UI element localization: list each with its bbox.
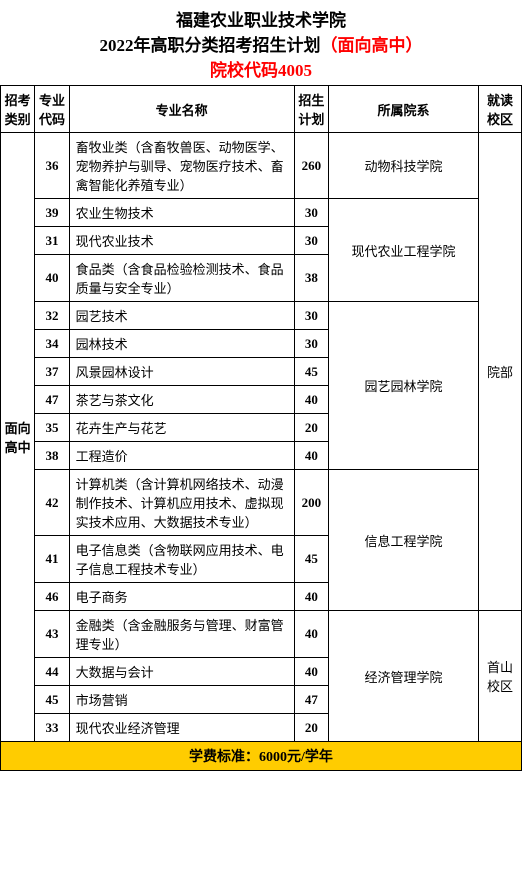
header-line2b: （面向高中） [321, 36, 423, 55]
plan-cell: 30 [294, 302, 328, 330]
major-code-cell: 34 [35, 330, 69, 358]
plan-table: 招考类别 专业代码 专业名称 招生计划 所属院系 就读校区 面向高中36畜牧业类… [0, 85, 522, 742]
footer-fee: 学费标准：6000元/学年 [0, 742, 522, 771]
header-line1: 福建农业职业技术学院 [4, 6, 518, 31]
major-name-cell: 花卉生产与花艺 [69, 414, 294, 442]
plan-cell: 40 [294, 386, 328, 414]
major-code-cell: 40 [35, 255, 69, 302]
col-major-code: 专业代码 [35, 86, 69, 133]
dept-cell: 信息工程学院 [329, 470, 479, 611]
dept-cell: 园艺园林学院 [329, 302, 479, 470]
major-name-cell: 大数据与会计 [69, 658, 294, 686]
col-plan: 招生计划 [294, 86, 328, 133]
table-header-row: 招考类别 专业代码 专业名称 招生计划 所属院系 就读校区 [1, 86, 522, 133]
plan-cell: 20 [294, 414, 328, 442]
plan-cell: 40 [294, 442, 328, 470]
plan-cell: 30 [294, 227, 328, 255]
major-code-cell: 42 [35, 470, 69, 536]
major-code-cell: 45 [35, 686, 69, 714]
major-name-cell: 市场营销 [69, 686, 294, 714]
col-category: 招考类别 [1, 86, 35, 133]
table-row: 42计算机类（含计算机网络技术、动漫制作技术、计算机应用技术、虚拟现实技术应用、… [1, 470, 522, 536]
major-code-cell: 32 [35, 302, 69, 330]
plan-cell: 40 [294, 658, 328, 686]
major-code-cell: 33 [35, 714, 69, 742]
major-code-cell: 46 [35, 583, 69, 611]
major-name-cell: 现代农业技术 [69, 227, 294, 255]
col-major-name: 专业名称 [69, 86, 294, 133]
header-line2: 2022年高职分类招考招生计划（面向高中） [4, 31, 518, 56]
col-dept: 所属院系 [329, 86, 479, 133]
table-row: 32园艺技术30园艺园林学院 [1, 302, 522, 330]
category-cell: 面向高中 [1, 133, 35, 742]
major-name-cell: 风景园林设计 [69, 358, 294, 386]
table-row: 面向高中36畜牧业类（含畜牧兽医、动物医学、宠物养护与驯导、宠物医疗技术、畜禽智… [1, 133, 522, 199]
campus-cell: 院部 [479, 133, 522, 611]
major-code-cell: 41 [35, 536, 69, 583]
major-code-cell: 44 [35, 658, 69, 686]
major-name-cell: 计算机类（含计算机网络技术、动漫制作技术、计算机应用技术、虚拟现实技术应用、大数… [69, 470, 294, 536]
table-row: 43金融类（含金融服务与管理、财富管理专业）40经济管理学院首山校区 [1, 611, 522, 658]
plan-cell: 200 [294, 470, 328, 536]
major-code-cell: 39 [35, 199, 69, 227]
dept-cell: 动物科技学院 [329, 133, 479, 199]
plan-cell: 45 [294, 536, 328, 583]
page-header: 福建农业职业技术学院 2022年高职分类招考招生计划（面向高中） 院校代码400… [0, 0, 522, 85]
major-code-cell: 47 [35, 386, 69, 414]
major-name-cell: 茶艺与茶文化 [69, 386, 294, 414]
plan-cell: 20 [294, 714, 328, 742]
table-row: 39农业生物技术30现代农业工程学院 [1, 199, 522, 227]
campus-cell: 首山校区 [479, 611, 522, 742]
plan-cell: 40 [294, 583, 328, 611]
plan-cell: 40 [294, 611, 328, 658]
major-code-cell: 37 [35, 358, 69, 386]
major-name-cell: 现代农业经济管理 [69, 714, 294, 742]
major-name-cell: 电子商务 [69, 583, 294, 611]
dept-cell: 经济管理学院 [329, 611, 479, 742]
major-name-cell: 畜牧业类（含畜牧兽医、动物医学、宠物养护与驯导、宠物医疗技术、畜禽智能化养殖专业… [69, 133, 294, 199]
major-code-cell: 36 [35, 133, 69, 199]
plan-cell: 260 [294, 133, 328, 199]
header-line2a: 2022年高职分类招考招生计划 [100, 36, 321, 55]
major-name-cell: 食品类（含食品检验检测技术、食品质量与安全专业） [69, 255, 294, 302]
header-line3: 院校代码4005 [4, 56, 518, 81]
major-name-cell: 园林技术 [69, 330, 294, 358]
major-name-cell: 农业生物技术 [69, 199, 294, 227]
plan-cell: 30 [294, 199, 328, 227]
major-code-cell: 35 [35, 414, 69, 442]
dept-cell: 现代农业工程学院 [329, 199, 479, 302]
major-name-cell: 园艺技术 [69, 302, 294, 330]
plan-cell: 47 [294, 686, 328, 714]
plan-cell: 38 [294, 255, 328, 302]
major-code-cell: 38 [35, 442, 69, 470]
plan-cell: 30 [294, 330, 328, 358]
major-name-cell: 电子信息类（含物联网应用技术、电子信息工程技术专业） [69, 536, 294, 583]
plan-cell: 45 [294, 358, 328, 386]
table-body: 面向高中36畜牧业类（含畜牧兽医、动物医学、宠物养护与驯导、宠物医疗技术、畜禽智… [1, 133, 522, 742]
major-name-cell: 金融类（含金融服务与管理、财富管理专业） [69, 611, 294, 658]
col-campus: 就读校区 [479, 86, 522, 133]
major-name-cell: 工程造价 [69, 442, 294, 470]
major-code-cell: 31 [35, 227, 69, 255]
major-code-cell: 43 [35, 611, 69, 658]
